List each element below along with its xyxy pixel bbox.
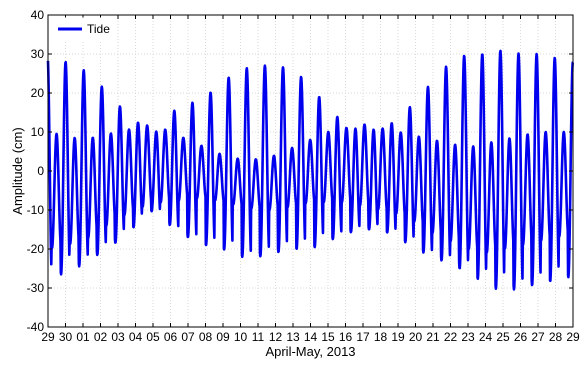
y-tick-label: 20 [31,86,45,100]
x-tick-label: 25 [496,330,510,344]
axes: 29 30 01 02 03 04 05 06 07 08 09 10 11 12 13 14 15 16 17 18… [27,8,580,344]
y-tick-label: -20 [27,242,45,256]
x-tick-label: 28 [549,330,563,344]
x-tick-label: 10 [234,330,248,344]
x-tick-label: 05 [146,330,160,344]
x-axis-label: April-May, 2013 [265,344,355,359]
x-tick-label: 20 [409,330,423,344]
x-tick-label: 16 [339,330,353,344]
x-tick-label: 26 [514,330,528,344]
x-tick-label: 13 [286,330,300,344]
x-tick-label: 14 [304,330,318,344]
legend: Tide [49,17,115,41]
x-tick-label: 12 [269,330,283,344]
x-tick-label: 30 [59,330,73,344]
x-tick-label: 18 [374,330,388,344]
x-tick-label: 19 [391,330,405,344]
y-tick-label: -30 [27,281,45,295]
x-tick-label: 01 [76,330,90,344]
x-tick-label: 02 [94,330,108,344]
x-tick-label: 29 [41,330,55,344]
y-tick-label: -40 [27,320,45,334]
x-tick-label: 04 [129,330,143,344]
x-tick-label: 21 [426,330,440,344]
y-tick-label: 40 [31,8,45,22]
y-tick-label: 30 [31,47,45,61]
y-tick-label: -10 [27,203,45,217]
x-tick-label: 07 [181,330,195,344]
y-tick-label: 0 [37,164,44,178]
x-tick-label: 23 [461,330,475,344]
x-tick-label: 03 [111,330,125,344]
x-tick-label: 08 [199,330,213,344]
x-tick-label: 24 [479,330,493,344]
x-tick-label: 17 [356,330,370,344]
y-tick-label: 10 [31,125,45,139]
x-tick-label: 27 [531,330,545,344]
x-tick-label: 11 [252,330,265,344]
series-line-tide [46,49,574,291]
plot-series [46,49,574,291]
x-tick-label: 06 [164,330,178,344]
x-tick-label: 09 [216,330,230,344]
x-tick-label: 22 [444,330,458,344]
x-tick-label: 29 [566,330,580,344]
legend-label-tide: Tide [87,22,110,36]
x-tick-label: 15 [321,330,335,344]
y-axis-label: Amplitude (cm) [10,127,25,214]
